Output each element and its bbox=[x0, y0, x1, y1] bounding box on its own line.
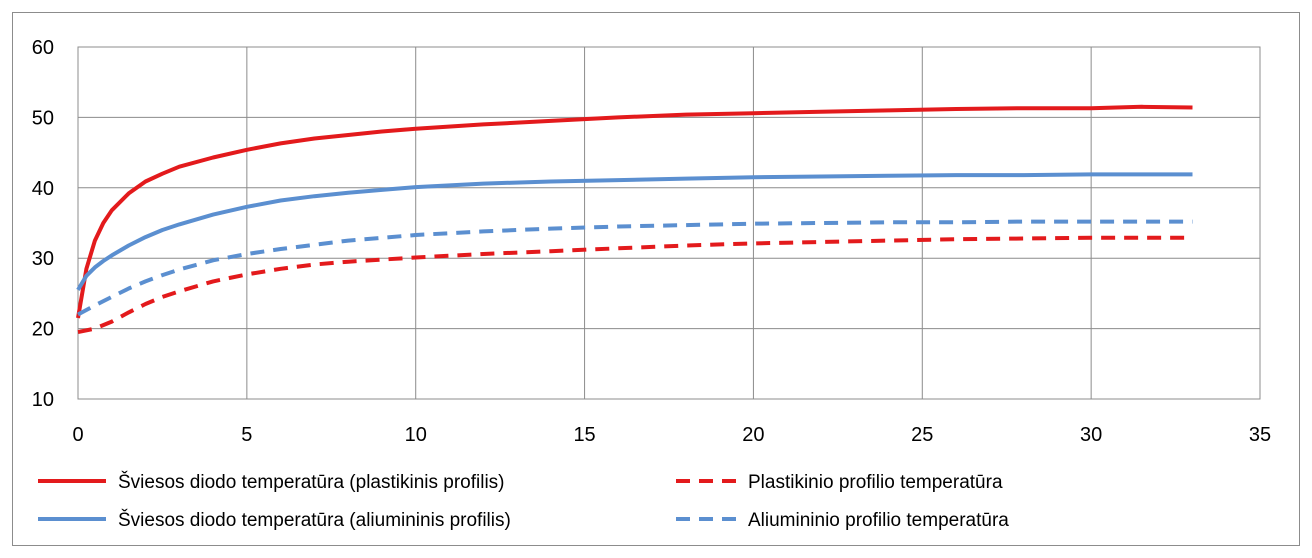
chart-frame bbox=[12, 12, 1300, 546]
x-tick-label: 25 bbox=[911, 424, 933, 446]
x-tick-label: 15 bbox=[573, 424, 595, 446]
legend-label-4: Aliumininio profilio temperatūra bbox=[748, 510, 1009, 531]
series-line-2 bbox=[76, 172, 1193, 291]
series-lines bbox=[76, 104, 1193, 335]
y-tick-label: 40 bbox=[32, 178, 54, 200]
x-tick-label: 10 bbox=[405, 424, 427, 446]
series-line-1 bbox=[76, 104, 1193, 319]
x-tick-label: 5 bbox=[241, 424, 252, 446]
x-tick-label: 0 bbox=[72, 424, 83, 446]
legend-label-2: Šviesos diodo temperatūra (aliumininis p… bbox=[118, 509, 511, 531]
series-line-4 bbox=[77, 219, 1193, 317]
y-tick-label: 10 bbox=[32, 389, 54, 411]
axes: 0 5 10 15 20 25 30 35 10 20 30 40 50 60 bbox=[32, 37, 1271, 446]
y-tick-label: 60 bbox=[32, 37, 54, 59]
legend: Šviesos diodo temperatūra (plastikinis p… bbox=[38, 471, 1009, 531]
y-tick-label: 30 bbox=[32, 248, 54, 270]
series-line-3 bbox=[77, 235, 1193, 335]
x-tick-label: 20 bbox=[742, 424, 764, 446]
x-tick-label: 30 bbox=[1080, 424, 1102, 446]
legend-label-1: Šviesos diodo temperatūra (plastikinis p… bbox=[118, 471, 505, 493]
x-tick-label: 35 bbox=[1249, 424, 1271, 446]
y-tick-label: 50 bbox=[32, 107, 54, 129]
y-tick-label: 20 bbox=[32, 319, 54, 341]
legend-label-3: Plastikinio profilio temperatūra bbox=[748, 472, 1003, 493]
